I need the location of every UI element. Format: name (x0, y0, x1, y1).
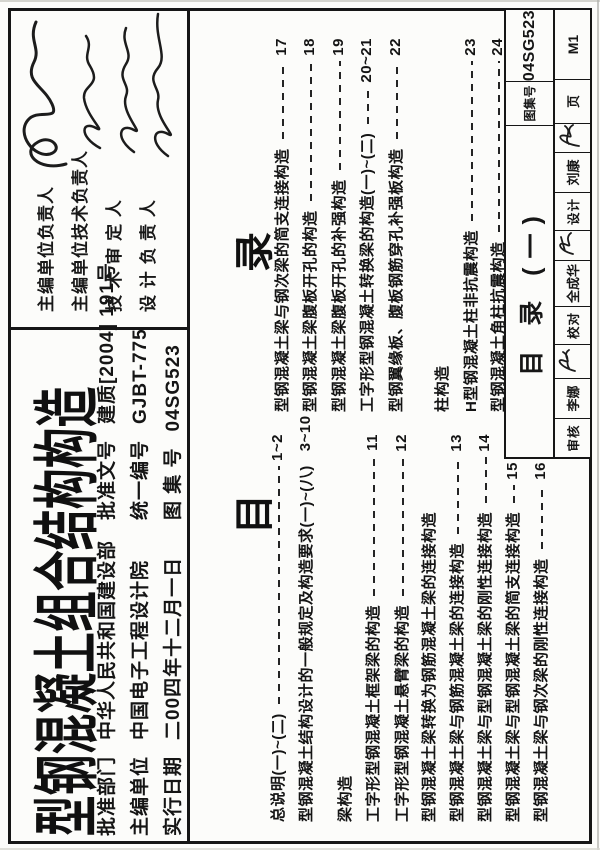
page-label: 页 (555, 80, 590, 124)
approval-doc-label: 批准文号 (97, 439, 118, 520)
atlas-no-value: 04SG523 (163, 344, 184, 432)
approval-row: 批准部门 中华人民共和国建设部 (92, 540, 119, 836)
toc-entry: 型钢混凝土梁腹板开孔的构造 18 (300, 38, 319, 412)
date-value: 二00四年十二月一日 (163, 556, 184, 740)
toc-entry: 工字形型钢混凝土悬臂梁的构造 12 (392, 434, 411, 822)
toc-entry: 型钢混凝土梁与型钢混凝土梁的简支连接构造 15 (503, 462, 522, 822)
designer-name: 刘康 (555, 153, 590, 193)
editor-label: 主编单位 (130, 755, 151, 836)
reviewer-role: 审核 (567, 424, 581, 452)
signature-scribble (558, 349, 576, 372)
toc-entry: 型钢混凝土梁与钢次梁的简支连接构造 17 (272, 38, 291, 412)
tech-approver-label: 技 术 审 定 人 (105, 199, 124, 312)
signature-scribble (559, 124, 580, 147)
toc-entry: 型钢翼缘板、腹板钢筋穿孔补强板构造 22 (386, 38, 405, 412)
designer-signature (555, 124, 590, 153)
design-lead-label: 设 计 负 责 人 (139, 199, 158, 312)
toc-entry: 工字形型钢混凝土框架梁的构造 11 (363, 434, 382, 822)
handwritten-signatures (22, 12, 172, 168)
toc-entry: 型钢混凝土梁腹板开孔的补强构造 19 (329, 38, 348, 412)
checker-signature (555, 231, 590, 261)
toc-entry: 工字形型钢混凝土转换梁的构造(一)~(二) 20~21 (357, 38, 376, 412)
title-bar-bottom-row: 审核 李娜 校对 全成华 设计 刘康 (555, 10, 590, 457)
toc-entry: 型钢混凝土梁与钢筋混凝土梁的连接构造 13 (447, 434, 466, 822)
checker-name: 全成华 (555, 261, 590, 307)
toc-entry: 型钢混凝土结构设计的一般规定及构造要求(一)~(八) 3~10 (296, 415, 315, 822)
atlas-number-label: 图集号 (506, 82, 553, 126)
date-row: 实行日期 二00四年十二月一日 (158, 557, 185, 836)
toc-entry: 型钢混凝土梁与型钢混凝土梁的刚性连接构造 14 (475, 434, 494, 822)
page-number: M1 (555, 10, 590, 80)
toc-section-columns: 柱构造 (433, 365, 451, 412)
reviewer-signature (555, 345, 590, 379)
sheet-name: 目 录 (一) (517, 207, 546, 376)
header-separator-line (187, 8, 190, 844)
scan-edge (0, 0, 600, 2)
atlas-number-value: 04SG523 (506, 10, 553, 83)
serial-row: 统一编号 GJBT-775 (125, 328, 152, 520)
toc-entry: 型钢混凝土梁转换为钢筋混凝土梁的连接构造 (420, 511, 438, 822)
scan-edge (597, 0, 599, 850)
toc-entry: 型钢混凝土梁与钢次梁的刚性连接构造 16 (531, 462, 550, 822)
scan-edge (0, 848, 600, 850)
checker-role: 校对 (555, 307, 590, 345)
chief-editor-label: 主编单位负责人 (37, 186, 56, 312)
editor-value: 中国电子工程设计院 (130, 559, 151, 740)
toc-entry: H型钢混凝土柱非抗震构造 23 (461, 38, 480, 412)
signature-scribble (559, 232, 574, 255)
atlas-no-row: 图 集 号 04SG523 (158, 344, 185, 520)
editor-row: 主编单位 中国电子工程设计院 (125, 560, 152, 836)
designer-role: 设计 (555, 193, 590, 231)
approval-dept-label: 批准部门 (97, 755, 118, 836)
approval-dept-value: 中华人民共和国建设部 (97, 539, 118, 740)
date-label: 实行日期 (163, 755, 184, 836)
reviewer-name: 李娜 (555, 379, 590, 419)
serial-label: 统一编号 (130, 439, 151, 520)
toc-section-beams: 梁构造 (336, 775, 354, 822)
atlas-no-label: 图 集 号 (163, 447, 184, 520)
title-bar: 目 录 (一) 图集号 04SG523 审核 李娜 校对 全成华 (504, 8, 592, 459)
serial-value: GJBT-775 (130, 328, 151, 424)
toc-entry: 总说明(一)~(二) 1~2 (268, 434, 287, 822)
